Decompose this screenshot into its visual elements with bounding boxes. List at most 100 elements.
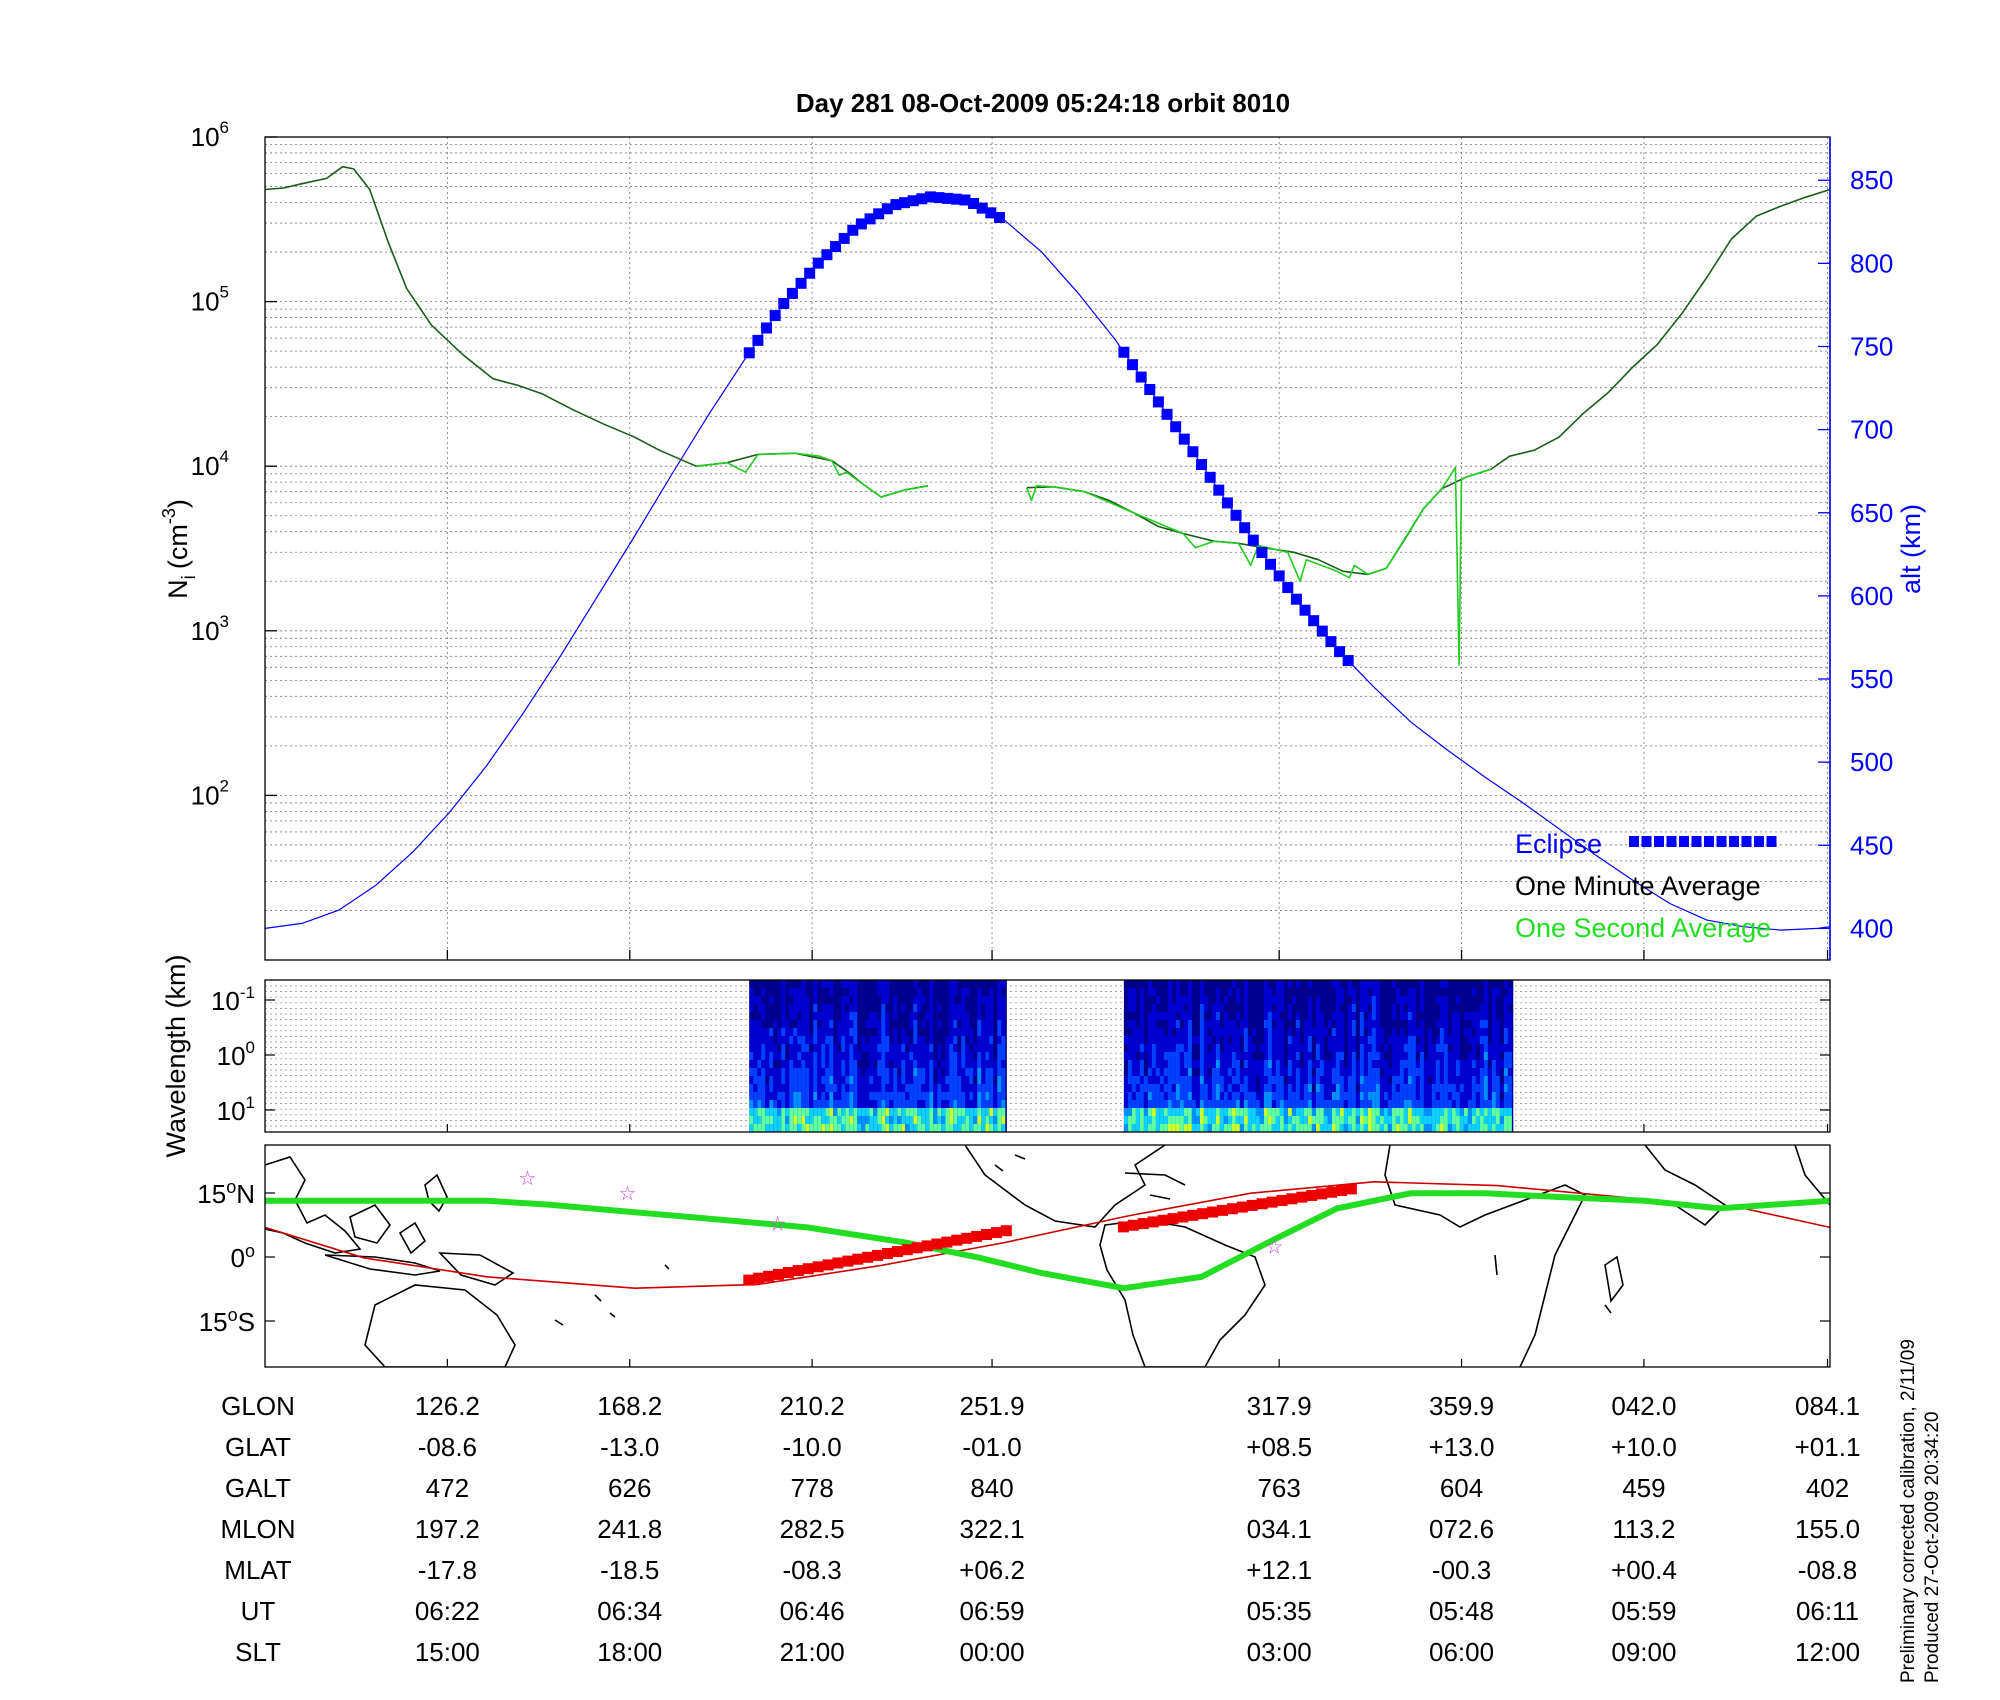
spectrogram-cell — [1331, 980, 1336, 988]
spectrogram-cell — [929, 980, 934, 988]
table-cell: 155.0 — [1795, 1514, 1860, 1544]
spectrogram-cell — [1483, 1028, 1488, 1036]
spectrogram-cell — [1291, 1004, 1296, 1012]
spectrogram-cell — [997, 1116, 1002, 1124]
spectrogram-cell — [1419, 1060, 1424, 1068]
spectrogram-cell — [1387, 1028, 1392, 1036]
spectrogram-cell — [1247, 1100, 1252, 1108]
spectrogram-cell — [1271, 1076, 1276, 1084]
table-cell: 05:59 — [1611, 1596, 1676, 1626]
spectrogram-cell — [1359, 1108, 1364, 1116]
spectrogram-cell — [1435, 1060, 1440, 1068]
spectrogram-cell — [1431, 1028, 1436, 1036]
spectrogram-cell — [1435, 1036, 1440, 1044]
spectrogram-cell — [1207, 1052, 1212, 1060]
spectrogram-cell — [861, 1076, 866, 1084]
spectrogram-cell — [869, 1012, 874, 1020]
spectrogram-cell — [913, 1068, 918, 1076]
spectrogram-cell — [1203, 1012, 1208, 1020]
spectrogram-cell — [801, 1036, 806, 1044]
spectrogram-cell — [1215, 1020, 1220, 1028]
spectrogram-cell — [1363, 1084, 1368, 1092]
spectrogram-cell — [977, 1116, 982, 1124]
spectrogram-cell — [877, 980, 882, 988]
spectrogram-cell — [809, 1052, 814, 1060]
spectrogram-cell — [1219, 1036, 1224, 1044]
eclipse-marker — [1239, 522, 1251, 534]
spectrogram-cell — [1243, 1036, 1248, 1044]
spectrogram-cell — [941, 1052, 946, 1060]
spectrogram-cell — [1283, 988, 1288, 996]
spectrogram-cell — [1291, 1060, 1296, 1068]
spectrogram-cell — [1463, 1084, 1468, 1092]
spectrogram-cell — [769, 1060, 774, 1068]
spectrogram-cell — [885, 1076, 890, 1084]
spectrogram-cell — [1219, 1108, 1224, 1116]
spectrogram-cell — [1147, 1124, 1152, 1132]
spectrogram-cell — [1131, 1076, 1136, 1084]
spectrogram-cell — [797, 1100, 802, 1108]
spectrogram-cell — [997, 996, 1002, 1004]
spectrogram-cell — [1251, 1100, 1256, 1108]
spectrogram-cell — [1431, 1084, 1436, 1092]
spectrogram-cell — [1407, 1068, 1412, 1076]
spectrogram-cell — [1291, 1068, 1296, 1076]
spectrogram-cell — [873, 1108, 878, 1116]
spectrogram-cell — [1507, 1100, 1512, 1108]
spectrogram-cell — [1471, 1108, 1476, 1116]
spectrogram-cell — [1459, 1084, 1464, 1092]
spectrogram-cell — [885, 1012, 890, 1020]
spectrogram-cell — [785, 1060, 790, 1068]
spectrogram-cell — [1355, 1068, 1360, 1076]
spectrogram-cell — [1435, 1100, 1440, 1108]
map-eclipse-marker — [1000, 1225, 1012, 1237]
spectrogram-cell — [1279, 1076, 1284, 1084]
spectrogram-cell — [1487, 1124, 1492, 1132]
eclipse-marker — [916, 193, 928, 205]
spectrogram-cell — [901, 1036, 906, 1044]
spectrogram-cell — [1183, 996, 1188, 1004]
spectrogram-cell — [1411, 1116, 1416, 1124]
spectrogram-cell — [1135, 1100, 1140, 1108]
spectrogram-cell — [1363, 1020, 1368, 1028]
spectrogram-cell — [1179, 1044, 1184, 1052]
spectrogram-cell — [969, 1076, 974, 1084]
spectrogram-cell — [921, 996, 926, 1004]
spectrogram-cell — [1435, 1044, 1440, 1052]
spectrogram-cell — [821, 1108, 826, 1116]
spectrogram-cell — [1287, 1036, 1292, 1044]
spectrogram-cell — [1215, 1036, 1220, 1044]
spectrogram-cell — [785, 1028, 790, 1036]
spectrogram-cell — [769, 1044, 774, 1052]
spectrogram-cell — [877, 1084, 882, 1092]
spectrogram-cell — [1491, 1068, 1496, 1076]
spectrogram-cell — [925, 1084, 930, 1092]
spectrogram-cell — [1251, 1044, 1256, 1052]
spectrogram-cell — [941, 1108, 946, 1116]
spectrogram-cell — [1127, 1092, 1132, 1100]
spectrogram-cell — [1219, 1116, 1224, 1124]
map-eclipse-marker — [1207, 1206, 1219, 1218]
spectrogram-cell — [1319, 1124, 1324, 1132]
spectrogram-cell — [1219, 1028, 1224, 1036]
spectrogram-cell — [1359, 980, 1364, 988]
spectrogram-cell — [1267, 1108, 1272, 1116]
spectrogram-cell — [805, 1060, 810, 1068]
spectrogram-cell — [1399, 1068, 1404, 1076]
spectrogram-cell — [789, 1028, 794, 1036]
spectrogram-cell — [1371, 1044, 1376, 1052]
spectrogram-cell — [881, 1068, 886, 1076]
spectrogram-cell — [1447, 996, 1452, 1004]
spectrogram-cell — [1367, 1060, 1372, 1068]
spectrogram-cell — [837, 1004, 842, 1012]
spectrogram-cell — [1323, 1044, 1328, 1052]
spectrogram-cell — [765, 1036, 770, 1044]
spectrogram-cell — [1199, 1044, 1204, 1052]
spectrogram-cell — [1183, 1060, 1188, 1068]
spectrogram-cell — [1001, 1060, 1006, 1068]
spectrogram-cell — [1139, 1076, 1144, 1084]
spectrogram-cell — [1163, 1068, 1168, 1076]
spectrogram-cell — [981, 1068, 986, 1076]
spectrogram-cell — [1459, 1020, 1464, 1028]
spectrogram-cell — [1235, 1052, 1240, 1060]
